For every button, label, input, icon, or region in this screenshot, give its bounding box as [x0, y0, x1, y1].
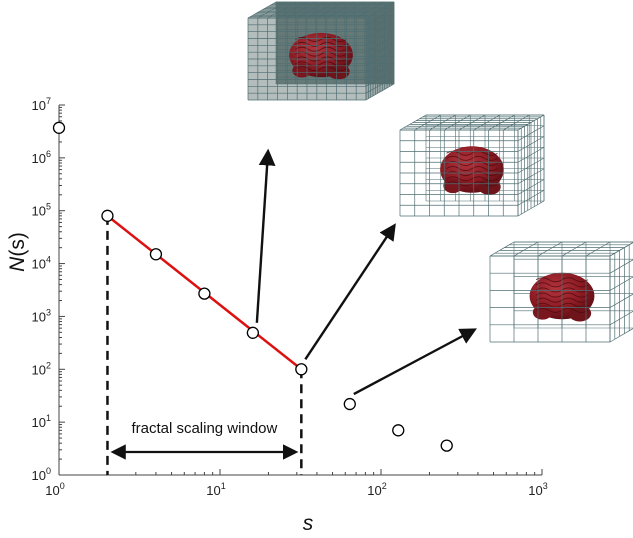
scaling-window: fractal scaling window: [106, 215, 303, 475]
grid-line: [585, 241, 611, 257]
grid-line: [355, 1, 385, 19]
y-axis-label: N(s): [6, 232, 29, 272]
grid-line: [517, 189, 545, 206]
grid-line: [561, 241, 587, 257]
grid-line: [609, 242, 633, 257]
data-point: [198, 287, 211, 300]
brain-fold: [295, 46, 347, 52]
brain-in-coarse-grid-cube-icon: [489, 241, 633, 343]
inset-arrows: [255, 148, 477, 396]
data-point: [149, 248, 163, 261]
grid-line: [473, 114, 500, 131]
data-point: [295, 363, 308, 376]
grid-line: [517, 114, 545, 131]
y-tick-label: 107: [32, 96, 51, 113]
data-point: [52, 121, 66, 134]
inset-arrow: [353, 328, 477, 396]
brain-fold: [295, 37, 347, 42]
brain-shape: [568, 305, 592, 322]
brain-shape: [532, 304, 553, 320]
inset-arrow: [304, 223, 396, 360]
inset-arrow: [255, 148, 276, 323]
y-tick-label: 106: [32, 149, 51, 166]
brain-fold: [295, 61, 347, 67]
data-point: [246, 326, 260, 339]
axes: 100 101 102 103 100 101 102 103 104 105 106 107: [32, 96, 548, 498]
grid-line: [365, 1, 395, 19]
y-tick-label: 103: [32, 307, 51, 324]
y-tick-label: 100: [32, 466, 51, 483]
grid-line: [365, 83, 395, 101]
y-tick-label: 102: [32, 360, 51, 377]
data-point: [392, 424, 405, 437]
data-point: [343, 397, 356, 411]
brain-shape: [478, 178, 501, 196]
grid-line: [513, 241, 539, 257]
grid-line: [609, 259, 633, 274]
grid-line: [609, 328, 633, 343]
y-axis-label-var: N: [6, 256, 29, 272]
grid-line: [517, 168, 545, 185]
y-tick-label: 105: [32, 202, 51, 219]
data-points: [52, 121, 453, 452]
brain-in-medium-grid-cube-icon: [399, 114, 545, 217]
brain-fold: [295, 66, 347, 72]
y-tick-label: 104: [32, 255, 51, 272]
y-tick-label: 101: [32, 413, 51, 430]
data-point: [440, 439, 453, 452]
grid-line: [517, 179, 545, 195]
grid-line: [365, 76, 395, 94]
x-tick-label: 100: [45, 481, 64, 498]
brain-shape: [327, 63, 350, 80]
brain-shape: [443, 178, 463, 194]
grid-line: [609, 310, 633, 326]
grid-line: [503, 114, 530, 131]
brain-fold: [295, 41, 347, 47]
x-tick-label: 101: [206, 481, 225, 498]
grid-line: [489, 241, 515, 257]
grid-line: [537, 241, 563, 257]
grid-line: [488, 114, 515, 131]
scaling-window-label: fractal scaling window: [131, 420, 277, 437]
y-axis-label-arg: (s): [6, 232, 29, 257]
grid-line: [609, 293, 633, 308]
data-point: [101, 209, 114, 222]
x-axis-label: s: [303, 512, 314, 535]
grid-line: [609, 276, 633, 291]
grid-line: [517, 200, 545, 217]
x-tick-label: 103: [528, 481, 547, 498]
insets-layer: [247, 1, 633, 343]
brain-in-fine-grid-cube-icon: [247, 1, 395, 101]
x-tick-label: 102: [367, 481, 386, 498]
